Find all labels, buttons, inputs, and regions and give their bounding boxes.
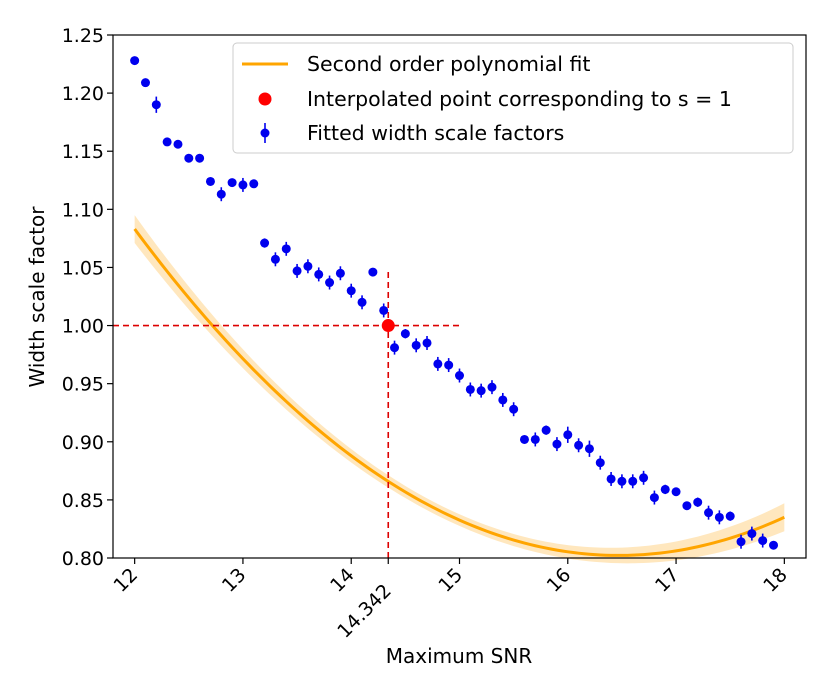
data-point: [379, 305, 389, 315]
data-point: [444, 360, 454, 370]
data-point: [660, 484, 670, 494]
data-point: [184, 153, 194, 163]
data-point: [530, 434, 540, 444]
data-point: [140, 78, 150, 88]
y-tick-label: 1.00: [62, 316, 104, 338]
y-tick-label: 1.05: [62, 257, 104, 279]
y-axis-ticks: 0.80 0.85 0.90 0.95 1.00 1.05 1.10 1.15 1.20 1.25: [62, 25, 113, 570]
data-point: [519, 434, 529, 444]
data-point: [195, 153, 205, 163]
data-point: [249, 179, 259, 189]
y-tick-label: 0.85: [62, 490, 104, 512]
data-point: [498, 395, 508, 405]
reference-lines-layer: [113, 269, 460, 558]
fit-line-layer: [133, 228, 785, 557]
data-point: [509, 404, 519, 414]
data-point: [476, 386, 486, 396]
data-point: [682, 501, 692, 511]
data-point: [628, 476, 638, 486]
data-point: [173, 139, 183, 149]
data-point: [357, 297, 367, 307]
legend-point-swatch: [258, 92, 272, 106]
legend: Second order polynomial fit Interpolated…: [232, 42, 794, 154]
interpolated-point-layer: [381, 319, 395, 333]
data-point: [455, 371, 464, 381]
data-point: [335, 268, 345, 278]
data-point: [303, 261, 313, 271]
data-point: [552, 439, 562, 449]
data-point: [595, 458, 605, 468]
data-point: [314, 269, 324, 279]
data-point: [704, 508, 714, 518]
data-point: [769, 540, 779, 550]
legend-box: [232, 42, 794, 154]
data-point: [205, 176, 215, 186]
data-point: [736, 537, 746, 547]
data-point: [422, 338, 432, 348]
fit-confidence-band: [134, 215, 785, 564]
confidence-band-layer: [134, 215, 785, 564]
data-point: [693, 497, 703, 507]
data-point: [747, 529, 757, 539]
data-point: [606, 474, 616, 484]
x-axis-title: Maximum SNR: [386, 644, 533, 668]
data-point: [270, 254, 280, 264]
data-point: [725, 511, 735, 521]
data-point: [281, 244, 291, 254]
y-tick-label: 0.80: [62, 548, 104, 570]
data-point: [411, 340, 421, 350]
data-point: [216, 189, 226, 199]
data-point: [260, 238, 270, 248]
data-point: [390, 343, 400, 353]
data-point: [563, 430, 573, 440]
data-point: [714, 512, 724, 522]
data-point: [758, 536, 768, 546]
data-point: [584, 444, 594, 454]
data-point: [541, 425, 551, 435]
y-tick-label: 1.25: [62, 25, 104, 47]
y-tick-label: 1.10: [62, 199, 104, 221]
data-point: [227, 178, 237, 188]
data-point: [130, 56, 140, 66]
y-axis-title: Width scale factor: [25, 206, 49, 388]
data-points-layer: [130, 56, 779, 550]
legend-data-label: Fitted width scale factors: [307, 121, 564, 145]
data-point: [325, 278, 335, 288]
data-point: [487, 382, 497, 392]
y-tick-label: 1.20: [62, 83, 104, 105]
legend-fit-label: Second order polynomial fit: [307, 52, 590, 76]
y-tick-label: 1.15: [62, 141, 104, 163]
data-point: [400, 329, 410, 339]
data-point: [292, 266, 302, 276]
y-tick-label: 0.95: [62, 374, 104, 396]
legend-data-swatch: [260, 128, 270, 138]
legend-point-label: Interpolated point corresponding to s = …: [307, 87, 732, 111]
data-point: [671, 487, 681, 497]
data-point: [162, 137, 172, 147]
data-point: [639, 473, 649, 483]
data-point: [617, 476, 627, 486]
data-point: [433, 359, 443, 369]
data-point: [574, 440, 584, 450]
data-point: [151, 100, 161, 110]
y-tick-label: 0.90: [62, 432, 104, 454]
fit-line: [133, 228, 785, 557]
interpolated-point: [381, 319, 395, 333]
data-point: [465, 384, 475, 394]
data-point: [346, 286, 356, 296]
data-point: [238, 180, 248, 190]
data-point: [649, 493, 659, 503]
data-point: [368, 267, 378, 277]
